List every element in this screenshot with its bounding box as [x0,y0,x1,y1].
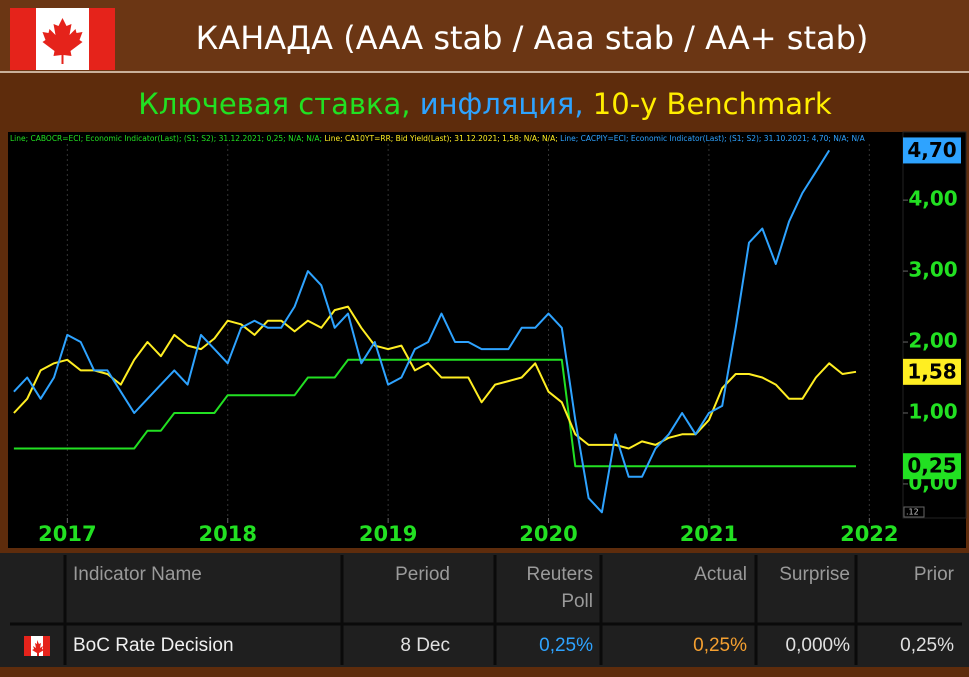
end-label-box [903,137,961,164]
series-line [13,305,857,450]
end-label: 4,70 [907,138,956,162]
legend-entry: Line; CA10YT=RR; Bid Yield(Last); 31.12.… [324,134,557,143]
column-header: Surprise [779,564,850,585]
table-grid [10,555,962,665]
subtitle-part: Ключевая ставка, [138,87,410,121]
y-tick-label: 2,00 [908,329,957,353]
row-flag [24,636,50,656]
x-tick-label: 2020 [519,522,577,546]
x-tick-label: 2022 [840,522,898,546]
end-label-box [903,358,961,385]
table-cell: 0,25% [539,635,593,656]
subtitle: Ключевая ставка, инфляция, 10-y Benchmar… [138,87,832,121]
series-line [13,358,856,468]
title: КАНАДА (AAA stab / Aaa stab / AA+ stab) [196,19,869,57]
x-tick-label: 2017 [38,522,96,546]
column-header: Prior [913,564,954,585]
corner-label: .12 [906,508,919,517]
table-cell: 0,000% [785,635,850,656]
end-label-box [903,453,961,480]
x-tick-label: 2019 [359,522,417,546]
table-cell: 0,25% [900,635,954,656]
table-cell: 8 Dec [400,635,450,656]
subtitle-part: инфляция, [420,87,584,121]
column-header: Indicator Name [73,564,202,585]
column-header: Actual [694,564,747,585]
legend-entry: Line; CACPIY=ECI; Economic Indicator(Las… [560,134,865,143]
y-tick-label: 1,00 [908,399,957,423]
subtitle-part: 10-y Benchmark [593,87,832,121]
y-tick-label: 4,00 [908,187,957,211]
legend-entry: Line; CABOCR=ECI; Economic Indicator(Las… [10,134,322,143]
end-label: 0,25 [907,454,956,478]
top-bar [0,0,969,72]
table-cell: 0,25% [693,635,747,656]
y-tick-label: 3,00 [908,258,957,282]
corner-box [903,506,925,518]
column-header: Reuters Poll [526,564,593,612]
column-header: Period [395,564,450,585]
table-cell: BoC Rate Decision [73,635,234,656]
x-tick-label: 2018 [199,522,257,546]
chart-bg [8,132,966,548]
series-line [13,149,831,514]
legend: Line; CABOCR=ECI; Economic Indicator(Las… [10,134,866,143]
x-tick-label: 2021 [680,522,738,546]
end-label: 1,58 [907,359,956,383]
flag [10,8,115,70]
table-bg [0,553,969,667]
